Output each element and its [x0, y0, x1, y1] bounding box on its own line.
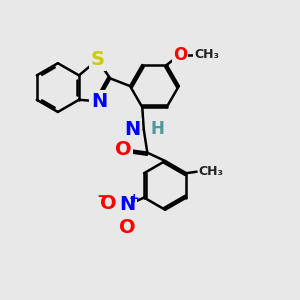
Text: H: H — [150, 121, 164, 139]
Text: +: + — [129, 192, 140, 205]
Text: S: S — [90, 50, 104, 69]
Text: O: O — [173, 46, 187, 64]
Text: −: − — [96, 190, 109, 205]
Text: N: N — [120, 196, 136, 214]
Text: O: O — [115, 140, 131, 159]
Text: CH₃: CH₃ — [198, 165, 223, 178]
Text: N: N — [91, 92, 107, 111]
Text: O: O — [100, 194, 117, 213]
Text: CH₃: CH₃ — [194, 48, 219, 61]
Text: O: O — [119, 218, 136, 237]
Text: N: N — [124, 120, 140, 139]
